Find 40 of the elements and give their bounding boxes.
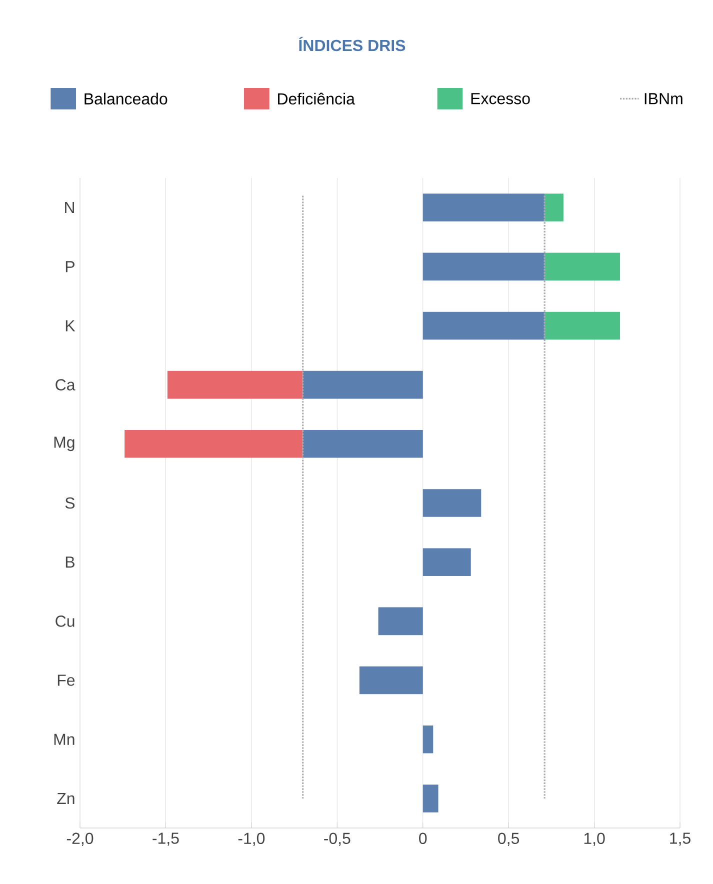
x-tick-label: -1,5 <box>152 832 179 846</box>
x-tick-label: 0,5 <box>498 832 520 846</box>
y-tick-label: Fe <box>58 674 75 686</box>
bar <box>422 548 471 576</box>
y-tick-label: Mn <box>54 734 74 745</box>
y-tick-label: P <box>66 261 74 272</box>
bar <box>378 607 423 636</box>
y-tick-label: Zn <box>57 792 74 804</box>
y-tick-label: B <box>66 556 74 568</box>
y-tick-label: Cu <box>56 616 74 627</box>
bar <box>124 430 303 458</box>
bar <box>422 194 545 222</box>
bar <box>422 312 545 340</box>
bar <box>544 312 620 340</box>
x-tick-label: 0 <box>419 832 427 844</box>
bar <box>544 194 564 222</box>
legend-label: Excesso <box>471 93 530 104</box>
x-tick-label: -2,0 <box>66 832 94 846</box>
bar <box>422 489 482 517</box>
y-tick-label: Ca <box>56 379 76 390</box>
legend-label: Deficiência <box>278 92 355 105</box>
x-tick-label: -0,5 <box>324 832 350 846</box>
y-tick-label: N <box>65 202 74 214</box>
bar <box>359 666 423 694</box>
x-tick-label: -1,0 <box>238 832 265 846</box>
bar <box>422 252 545 281</box>
y-tick-label: K <box>66 320 76 332</box>
bar <box>302 430 423 458</box>
bar <box>422 725 434 754</box>
bar <box>422 784 438 812</box>
y-tick-label: Mg <box>54 436 74 452</box>
bar <box>544 252 620 281</box>
legend-label: Balanceado <box>84 92 168 105</box>
chart-title: ÍNDICES DRIS <box>299 36 406 52</box>
bar <box>302 370 423 399</box>
x-tick-label: 1,5 <box>670 832 690 846</box>
x-tick-label: 1,0 <box>584 832 605 846</box>
bar <box>167 370 303 399</box>
y-tick-label: S <box>65 497 75 509</box>
legend-label: IBNm <box>644 93 682 104</box>
